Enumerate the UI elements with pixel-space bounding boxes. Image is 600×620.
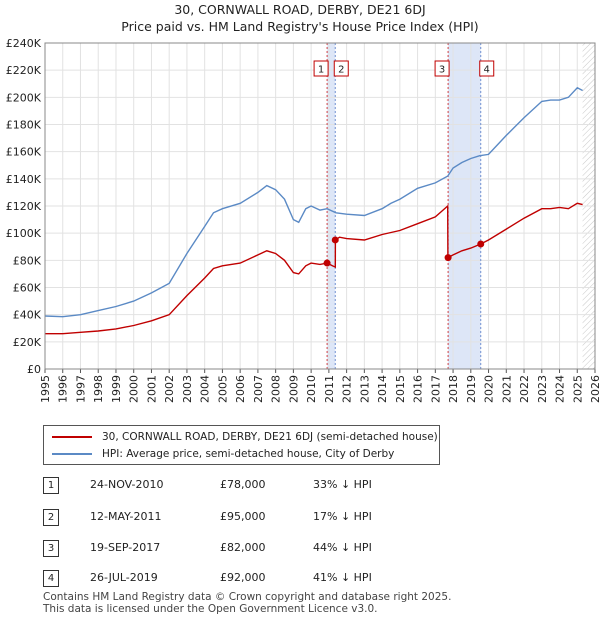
transaction-label-box [479, 60, 495, 77]
sale-row: 4 26-JUL-2019 £92,000 41% ↓ HPI [0, 570, 600, 588]
legend-label-hpi: HPI: Average price, semi-detached house,… [102, 448, 395, 460]
x-tick-label: 2004 [199, 375, 212, 403]
y-tick-label: £200K [6, 91, 42, 104]
sale-number-badge: 2 [43, 509, 59, 526]
y-tick-label: £60K [13, 282, 42, 295]
x-tick-label: 2012 [341, 375, 354, 403]
legend-label-property: 30, CORNWALL ROAD, DERBY, DE21 6DJ (semi… [102, 431, 438, 443]
x-tick-label: 1996 [57, 375, 70, 403]
sale-price: £92,000 [220, 571, 266, 584]
transaction-label-box [313, 60, 329, 77]
y-tick-label: £0 [27, 363, 41, 376]
x-tick-label: 2017 [429, 375, 442, 403]
transaction-label-box [434, 60, 450, 77]
x-tick-label: 1995 [39, 375, 52, 403]
plot-frame [44, 42, 596, 370]
x-tick-label: 2010 [305, 375, 318, 403]
legend-swatch-hpi [52, 453, 92, 455]
sale-hpi-diff: 17% ↓ HPI [313, 510, 372, 523]
x-tick-label: 2013 [358, 375, 371, 403]
transaction-point [477, 240, 485, 248]
sale-row: 3 19-SEP-2017 £82,000 44% ↓ HPI [0, 540, 600, 558]
price-chart: £0 £20K £40K £60K £80K £100K £120K £140K £160K £1… [6, 37, 600, 403]
sale-number-badge: 1 [43, 477, 59, 494]
x-tick-label: 2019 [465, 375, 478, 403]
sale-date: 19-SEP-2017 [90, 541, 161, 554]
sale-number-badge: 3 [43, 540, 59, 557]
legend-item-hpi: HPI: Average price, semi-detached house,… [52, 446, 394, 462]
x-tick-label: 1999 [110, 375, 123, 403]
sale-hpi-diff: 41% ↓ HPI [313, 571, 372, 584]
transaction-label: 1 [318, 65, 324, 76]
transaction-point [331, 236, 339, 244]
sale-row: 2 12-MAY-2011 £95,000 17% ↓ HPI [0, 509, 600, 527]
x-tick-label: 2008 [270, 375, 283, 403]
x-tick-label: 2018 [447, 375, 460, 403]
x-tick-label: 2025 [571, 375, 584, 403]
transaction-point [444, 254, 452, 262]
x-tick-label: 2002 [163, 375, 176, 403]
x-tick-label: 2005 [216, 375, 229, 403]
hpi-series-line [44, 86, 583, 318]
sale-price: £78,000 [220, 478, 266, 491]
y-tick-label: £120K [6, 200, 42, 213]
sale-date: 12-MAY-2011 [90, 510, 162, 523]
x-tick-label: 2016 [412, 375, 425, 403]
y-tick-label: £240K [6, 37, 42, 50]
chart-subtitle: Price paid vs. HM Land Registry's House … [121, 19, 479, 34]
x-tick-label: 2014 [376, 375, 389, 403]
x-tick-label: 2000 [128, 375, 141, 403]
x-tick-label: 2026 [589, 375, 600, 403]
transaction-label-box [333, 60, 349, 77]
transaction-label: 4 [484, 65, 490, 76]
legend-swatch-property [52, 436, 92, 438]
sale-date: 26-JUL-2019 [90, 571, 158, 584]
x-tick-label: 1997 [74, 375, 87, 403]
x-tick-label: 2001 [145, 375, 158, 403]
footer-license: This data is licensed under the Open Gov… [43, 603, 378, 615]
sale-price: £95,000 [220, 510, 266, 523]
x-tick-label: 2023 [536, 375, 549, 403]
chart-title: 30, CORNWALL ROAD, DERBY, DE21 6DJ [174, 2, 426, 17]
x-tick-label: 2003 [181, 375, 194, 403]
sale-number-badge: 4 [43, 570, 59, 587]
y-tick-label: £80K [13, 254, 42, 267]
y-tick-label: £180K [6, 119, 42, 132]
chart-legend: 30, CORNWALL ROAD, DERBY, DE21 6DJ (semi… [43, 425, 440, 465]
legend-item-property: 30, CORNWALL ROAD, DERBY, DE21 6DJ (semi… [52, 429, 438, 445]
sale-hpi-diff: 44% ↓ HPI [313, 541, 372, 554]
x-tick-label: 2024 [554, 375, 567, 403]
y-tick-label: £220K [6, 64, 42, 77]
sale-date: 24-NOV-2010 [90, 478, 164, 491]
transaction-point [323, 259, 331, 267]
y-tick-label: £40K [13, 309, 42, 322]
x-tick-label: 2009 [287, 375, 300, 403]
x-tick-label: 2022 [518, 375, 531, 403]
y-tick-label: £100K [6, 227, 42, 240]
x-tick-label: 2007 [252, 375, 265, 403]
transaction-label: 2 [338, 65, 344, 76]
sale-hpi-diff: 33% ↓ HPI [313, 478, 372, 491]
transaction-label: 3 [439, 65, 445, 76]
x-tick-label: 2020 [483, 375, 496, 403]
y-tick-label: £140K [6, 173, 42, 186]
x-tick-label: 2021 [500, 375, 513, 403]
x-tick-label: 2015 [394, 375, 407, 403]
sale-row: 1 24-NOV-2010 £78,000 33% ↓ HPI [0, 477, 600, 495]
x-tick-label: 2011 [323, 375, 336, 403]
y-tick-label: £160K [6, 146, 42, 159]
y-tick-label: £20K [13, 336, 42, 349]
sale-price: £82,000 [220, 541, 266, 554]
x-tick-label: 1998 [92, 375, 105, 403]
footer-copyright: Contains HM Land Registry data © Crown c… [43, 591, 452, 603]
x-tick-label: 2006 [234, 375, 247, 403]
property-series-line [45, 202, 583, 335]
